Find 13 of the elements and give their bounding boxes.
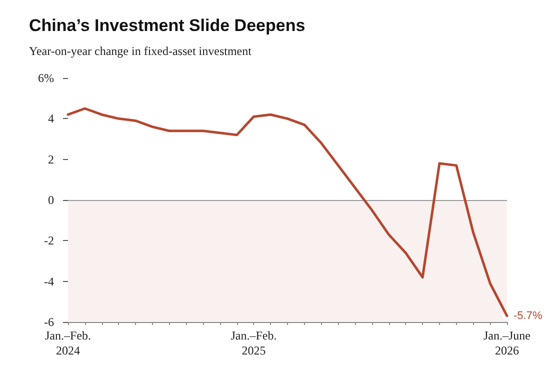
x-tick-label: Jan.–Feb. 2024 bbox=[45, 328, 91, 358]
y-tick-label: -4 bbox=[44, 274, 54, 288]
y-tick-label: 2 bbox=[48, 152, 54, 166]
y-tick-label: -6 bbox=[44, 315, 54, 329]
y-tick-label: -2 bbox=[44, 234, 54, 248]
annotation: -5.7% bbox=[514, 310, 542, 322]
chart-title: China’s Investment Slide Deepens bbox=[29, 16, 306, 35]
y-tick-label: 0 bbox=[48, 193, 54, 207]
chart-subtitle: Year-on-year change in fixed-asset investment bbox=[29, 44, 252, 58]
x-tick-label: Jan.–June 2026 bbox=[484, 328, 530, 358]
x-tick-label: Jan.–Feb. 2025 bbox=[230, 328, 277, 358]
y-tick-label: 4 bbox=[48, 112, 54, 126]
y-tick-label: 6% bbox=[38, 71, 54, 85]
